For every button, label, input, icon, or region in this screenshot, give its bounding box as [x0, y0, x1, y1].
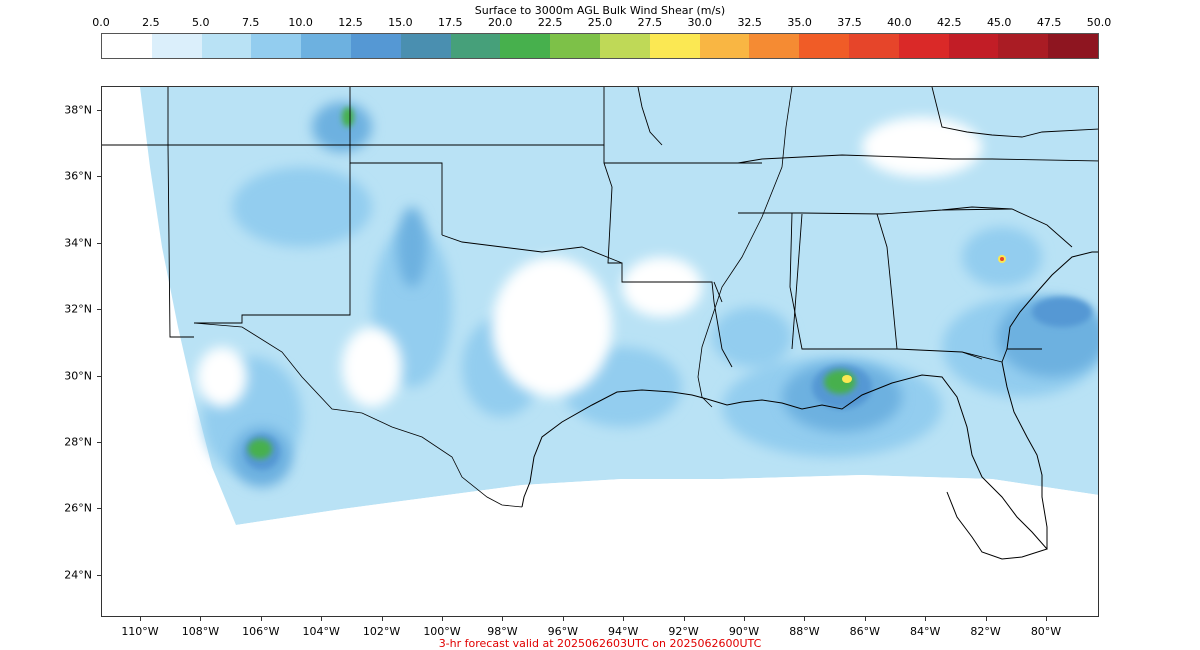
colorbar-segment: [848, 34, 899, 58]
colorbar-tick-label: 42.5: [937, 16, 962, 29]
latitude-label: 26°N: [64, 501, 92, 515]
colorbar-tick-label: 10.0: [288, 16, 313, 29]
longitude-tick: [260, 617, 262, 621]
colorbar-tick-label: 50.0: [1086, 16, 1112, 29]
longitude-label: 98°W: [487, 625, 518, 638]
longitude-tick: [623, 617, 625, 621]
longitude-tick: [864, 617, 866, 621]
colorbar-tick-label: 12.5: [338, 16, 363, 29]
colorbar-tick-label: 7.5: [241, 16, 260, 29]
colorbar-tick-label: 32.5: [737, 16, 762, 29]
longitude-label: 96°W: [547, 625, 578, 638]
colorbar-tick-label: 15.0: [388, 16, 413, 29]
colorbar-segment: [500, 34, 551, 58]
colorbar-segment: [550, 34, 600, 58]
latitude-tick: [97, 110, 101, 111]
longitude-label: 100°W: [423, 625, 461, 638]
colorbar-tick-label: 27.5: [637, 16, 663, 29]
longitude-tick: [321, 617, 323, 621]
longitude-tick: [683, 617, 685, 621]
longitude-label: 106°W: [242, 625, 280, 638]
colorbar-tick-label: 0.0: [92, 16, 110, 29]
colorbar-segment: [749, 34, 800, 58]
colorbar-tick-label: 35.0: [787, 16, 812, 29]
colorbar: [101, 33, 1099, 59]
colorbar-segment: [450, 34, 501, 58]
longitude-tick: [442, 617, 443, 621]
colorbar-tick-labels: 0.0 2.5 5.0 7.5 10.0 12.5 15.0 17.5 20.0 22.5 25.0…: [0, 16, 1200, 30]
longitude-label: 86°W: [849, 625, 880, 638]
longitude-tick: [381, 617, 383, 621]
map-canvas: [102, 87, 1098, 616]
longitude-label: 108°W: [181, 625, 220, 638]
colorbar-tick-label: 30.0: [687, 16, 713, 29]
colorbar-tick-label: 25.0: [587, 16, 613, 29]
latitude-label: 34°N: [64, 236, 92, 250]
colorbar-segment: [699, 34, 750, 58]
map-panel: [101, 86, 1099, 617]
colorbar-segment: [1048, 34, 1098, 58]
colorbar-segment: [151, 34, 202, 58]
colorbar-segment: [898, 34, 949, 58]
latitude-tick: [97, 442, 101, 443]
latitude-label: 28°N: [64, 435, 92, 449]
river-mississippi: [697, 87, 793, 408]
longitude-tick: [744, 617, 745, 621]
colorbar-segment: [799, 34, 849, 58]
colorbar-tick-label: 17.5: [438, 16, 463, 29]
colorbar-tick-label: 22.5: [537, 16, 563, 29]
longitude-tick: [140, 617, 141, 621]
colorbar-tick-label: 5.0: [192, 16, 210, 29]
colorbar-segment: [102, 34, 152, 58]
coastline: [521, 251, 1098, 560]
longitude-label: 94°W: [608, 625, 639, 638]
longitude-label: 84°W: [910, 625, 941, 638]
latitude-tick: [97, 508, 101, 510]
colorbar-tick-label: 37.5: [837, 16, 862, 29]
colorbar-segment: [251, 34, 302, 58]
longitude-tick: [804, 617, 806, 621]
river-rio-grande: [193, 322, 523, 508]
colorbar-tick-label: 40.0: [887, 16, 912, 29]
latitude-tick: [97, 176, 101, 178]
latitude-tick: [97, 574, 101, 576]
colorbar-title: Surface to 3000m AGL Bulk Wind Shear (m/…: [474, 4, 726, 17]
longitude-tick: [562, 617, 564, 621]
shear-field: [102, 87, 1098, 616]
latitude-tick: [97, 309, 101, 311]
colorbar-segment: [998, 34, 1049, 58]
latitude-label: 30°N: [64, 369, 92, 383]
latitude-label: 32°N: [64, 302, 92, 316]
longitude-label: 88°W: [789, 625, 820, 638]
longitude-label: 80°W: [1030, 625, 1062, 638]
longitude-label: 82°W: [970, 625, 1001, 638]
latitude-label: 38°N: [64, 103, 92, 117]
longitude-tick: [200, 617, 202, 621]
latitude-tick: [97, 242, 101, 244]
longitude-tick: [925, 617, 927, 621]
longitude-label: 110°W: [121, 625, 159, 638]
longitude-label: 104°W: [302, 625, 340, 638]
colorbar-tick-label: 20.0: [487, 16, 513, 29]
colorbar-segment: [948, 34, 999, 58]
longitude-label: 92°W: [668, 625, 699, 638]
latitude-tick: [97, 375, 101, 377]
forecast-caption: 3-hr forecast valid at 2025062603UTC on …: [438, 637, 762, 650]
longitude-label: 90°W: [728, 625, 760, 638]
longitude-label: 102°W: [362, 625, 401, 638]
colorbar-segment: [201, 34, 252, 58]
colorbar-segment: [301, 34, 351, 58]
colorbar-tick-label: 2.5: [142, 16, 160, 29]
longitude-tick: [1046, 617, 1047, 621]
colorbar-tick-label: 47.5: [1036, 16, 1062, 29]
colorbar-segment: [400, 34, 451, 58]
colorbar-tick-label: 45.0: [986, 16, 1012, 29]
latitude-label: 24°N: [64, 568, 92, 582]
longitude-tick: [985, 617, 987, 621]
longitude-tick: [502, 617, 504, 621]
colorbar-segment: [649, 34, 700, 58]
colorbar-segment: [599, 34, 650, 58]
colorbar-segment: [350, 34, 401, 58]
latitude-label: 36°N: [64, 169, 92, 183]
